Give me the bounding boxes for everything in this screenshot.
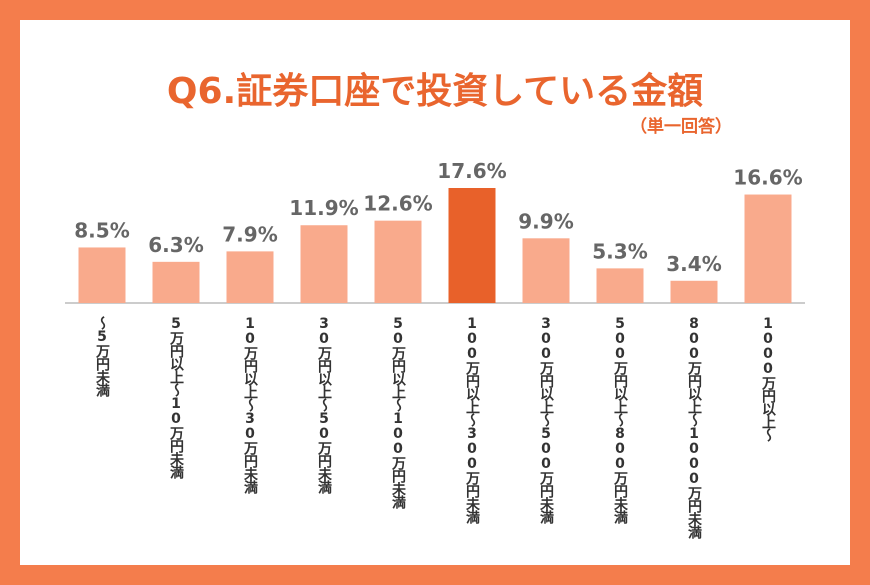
- value-label: 11.9%: [289, 196, 358, 220]
- bar: [448, 188, 496, 303]
- bar: [78, 247, 126, 303]
- value-label: 8.5%: [74, 218, 129, 242]
- category-label: 800万円以上～1000万円未満: [686, 316, 702, 538]
- category-label: 500万円以上～800万円未満: [612, 316, 628, 523]
- value-label: 17.6%: [437, 159, 506, 183]
- category-label: 5万円以上～10万円未満: [168, 316, 184, 478]
- category-label: ～5万円未満: [94, 316, 110, 396]
- chart-subtitle: （単一回答）: [630, 117, 732, 137]
- value-label: 3.4%: [666, 252, 721, 276]
- value-label: 5.3%: [592, 239, 647, 263]
- chart: 8.5% 6.3% 7.9% 11.9% 12.6%17.6% 9.9% 5.3% 3.4% 1…: [65, 159, 805, 304]
- value-label: 9.9%: [518, 209, 573, 233]
- bar: [226, 251, 274, 303]
- bar: [596, 268, 644, 303]
- bar: [374, 220, 422, 303]
- chart-title: Q6.証券口座で投資している金額: [166, 71, 704, 112]
- bar: [744, 194, 792, 303]
- category-label: 300万円以上～500万円未満: [538, 316, 554, 523]
- bar: [152, 261, 200, 303]
- bar: [670, 280, 718, 303]
- value-label: 12.6%: [363, 192, 432, 216]
- value-label: 16.6%: [733, 166, 802, 190]
- category-label: 1000万円以上～: [760, 316, 776, 441]
- category-label: 30万円以上～50万円未満: [316, 316, 332, 493]
- bar: [522, 238, 570, 303]
- category-label: 100万円以上～300万円未満: [464, 316, 480, 523]
- value-label: 7.9%: [222, 222, 277, 246]
- category-label: 50万円以上～100万円未満: [390, 316, 406, 508]
- category-label: 10万円以上～30万円未満: [242, 316, 258, 493]
- bar: [300, 225, 348, 303]
- value-label: 6.3%: [148, 233, 203, 257]
